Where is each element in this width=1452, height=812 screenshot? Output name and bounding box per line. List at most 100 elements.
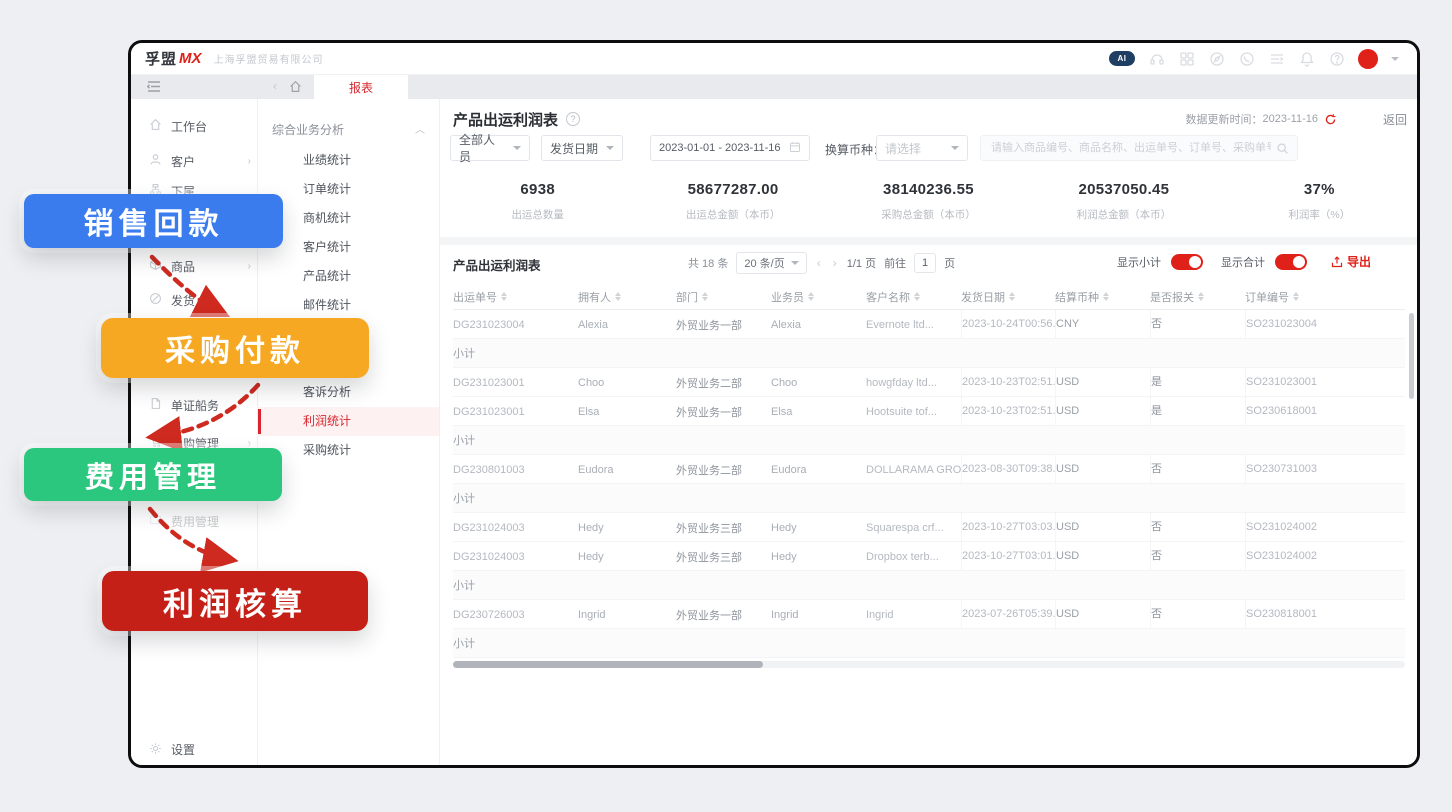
table-row[interactable]: DG231023001 Elsa 外贸业务一部 Elsa Hootsuite tof..… [453, 397, 1405, 426]
home-icon[interactable] [289, 80, 302, 98]
headset-icon[interactable] [1148, 50, 1165, 67]
table-row[interactable]: DG231023001 Choo 外贸业务二部 Choo howgfday ltd...… [453, 368, 1405, 397]
table-cell: DG231024003 [453, 521, 525, 534]
app-body: 设置 工作台 客户 › 下属 商品 › 发货 单证船务 采购管理 › 费用管理 综合业务分析 ︿ 业… [131, 99, 1417, 765]
table-cell: Ingrid [771, 608, 799, 621]
sort-icon[interactable] [1198, 292, 1204, 301]
table-cell: Elsa [771, 405, 793, 418]
filter-row: 全部人员 发货日期 2023-01-01 - 2023-11-16 换算币种： … [440, 133, 1417, 164]
sidebar-item-settings[interactable]: 设置 [149, 741, 195, 758]
sort-icon[interactable] [1009, 292, 1015, 301]
submenu-item[interactable]: 邮件统计 [303, 298, 352, 312]
chevron-down-icon[interactable] [1391, 56, 1399, 61]
date-range-picker[interactable]: 2023-01-01 - 2023-11-16 [650, 135, 810, 161]
sidebar-item[interactable]: 商品 › [149, 256, 251, 276]
table-cell: DG231023001 [453, 376, 525, 389]
sidebar-item[interactable]: 发货 [149, 290, 251, 310]
submenu-item[interactable]: 客诉分析 [303, 385, 352, 399]
phone-icon[interactable] [1238, 50, 1255, 67]
table-cell: SO231023004 [1245, 310, 1405, 339]
submenu-item[interactable]: 采购统计 [303, 443, 352, 457]
submenu-item[interactable]: 订单统计 [303, 182, 352, 196]
gear-icon [149, 742, 162, 758]
table-cell: Hootsuite tof... [866, 405, 937, 418]
currency-select[interactable]: 请选择 [876, 135, 968, 161]
total-toggle[interactable] [1274, 253, 1307, 270]
submenu-item[interactable]: 产品统计 [303, 269, 352, 283]
submenu-item[interactable]: 商机统计 [303, 211, 352, 225]
apps-grid-icon[interactable] [1178, 50, 1195, 67]
stat-card: 58677287.00 出运总金额（本币） [635, 181, 830, 233]
table-cell: 外贸业务三部 [676, 522, 742, 535]
subtotal-toggle[interactable] [1170, 253, 1203, 270]
sidebar-item-label: 客户 [171, 154, 196, 169]
search-input[interactable] [981, 136, 1297, 160]
submenu-group-header[interactable]: 综合业务分析 ︿ [272, 121, 425, 138]
column-label: 客户名称 [866, 291, 910, 304]
ai-assistant-badge[interactable]: AI [1109, 51, 1135, 66]
back-button[interactable]: 返回 [1382, 112, 1407, 127]
table-row[interactable]: DG230726003 Ingrid 外贸业务一部 Ingrid Ingrid 2023-… [453, 600, 1405, 629]
sidebar-item[interactable]: 工作台 [149, 116, 251, 136]
stat-value: 38140236.55 [883, 181, 974, 198]
column-header[interactable]: 发货日期 [961, 289, 1055, 305]
column-header[interactable]: 是否报关 [1150, 289, 1245, 305]
column-header[interactable]: 结算币种 [1055, 289, 1150, 305]
date-type-select[interactable]: 发货日期 [541, 135, 623, 161]
horizontal-scrollbar-thumb[interactable] [453, 661, 763, 668]
submenu-item[interactable]: 客户统计 [303, 240, 352, 254]
refresh-icon[interactable] [1324, 113, 1337, 126]
column-header[interactable]: 出运单号 [453, 289, 578, 305]
summary-stats: 6938 出运总数量 58677287.00 出运总金额（本币） 38140236.55… [440, 181, 1417, 233]
goto-page-input[interactable] [914, 253, 937, 273]
sidebar-item[interactable]: 单证船务 [149, 395, 251, 415]
sidebar-item-label: 工作台 [171, 119, 208, 134]
submenu-item-active[interactable]: 利润统计 [258, 407, 439, 436]
table-row[interactable]: DG231024003 Hedy 外贸业务三部 Hedy Dropbox terb...… [453, 542, 1405, 571]
sort-icon[interactable] [808, 292, 814, 301]
sidebar-item-label: 发货 [171, 293, 196, 308]
table-row[interactable]: DG230801003 Eudora 外贸业务二部 Eudora DOLLARAMA G… [453, 455, 1405, 484]
table-cell: Eudora [578, 463, 614, 476]
sidebar-item-label: 设置 [171, 743, 196, 757]
page-size-select[interactable]: 20 条/页 [736, 252, 807, 274]
pagination: 共 18 条 20 条/页 ‹ › 1/1 页 前往 页 [688, 252, 955, 274]
sort-icon[interactable] [615, 292, 621, 301]
sidebar-item[interactable]: 客户 › [149, 151, 251, 171]
help-circle-icon[interactable]: ? [566, 112, 581, 126]
avatar[interactable] [1358, 48, 1378, 69]
help-icon[interactable] [1328, 50, 1345, 67]
next-page-button[interactable]: › [832, 256, 837, 270]
table-cell: SO230818001 [1245, 600, 1405, 629]
sidebar-collapse-icon[interactable] [146, 80, 161, 98]
person-filter-select[interactable]: 全部人员 [450, 133, 530, 164]
prev-page-button[interactable]: ‹ [816, 256, 821, 270]
sort-icon[interactable] [702, 292, 708, 301]
sort-icon[interactable] [501, 292, 507, 301]
table-row[interactable]: DG231024003 Hedy 外贸业务三部 Hedy Squarespa crf..… [453, 513, 1405, 542]
column-header[interactable]: 客户名称 [866, 289, 961, 305]
column-header[interactable]: 部门 [676, 289, 771, 305]
sort-icon[interactable] [1103, 292, 1109, 301]
column-header[interactable]: 业务员 [771, 289, 866, 305]
table-cell: SO231023001 [1245, 368, 1405, 397]
sort-icon[interactable] [914, 292, 920, 301]
vertical-scrollbar-thumb[interactable] [1409, 313, 1414, 399]
compass-icon[interactable] [1208, 50, 1225, 67]
tab-nav-back-icon[interactable]: ‹ [273, 79, 277, 93]
callout-profit-accounting: 利润核算 [102, 571, 368, 631]
bell-icon[interactable] [1298, 50, 1315, 67]
tab-reports[interactable]: 报表 [314, 75, 408, 99]
submenu-item[interactable]: 业绩统计 [303, 153, 352, 167]
table-cell: 2023-10-23T02:51... [961, 397, 1055, 426]
table-row[interactable]: DG231023004 Alexia 外贸业务一部 Alexia Evernote lt… [453, 310, 1405, 339]
export-button[interactable]: 导出 [1331, 253, 1371, 270]
table-toolbar-right: 显示小计 显示合计 导出 [1117, 253, 1371, 270]
sort-icon[interactable] [1293, 292, 1299, 301]
sidebar-item[interactable]: 费用管理 [149, 511, 251, 531]
table-cell: 2023-08-30T09:38... [961, 455, 1055, 484]
workflow-icon[interactable] [1268, 50, 1285, 67]
column-header[interactable]: 订单编号 [1245, 289, 1405, 305]
column-label: 结算币种 [1055, 291, 1099, 304]
column-header[interactable]: 拥有人 [578, 289, 676, 305]
